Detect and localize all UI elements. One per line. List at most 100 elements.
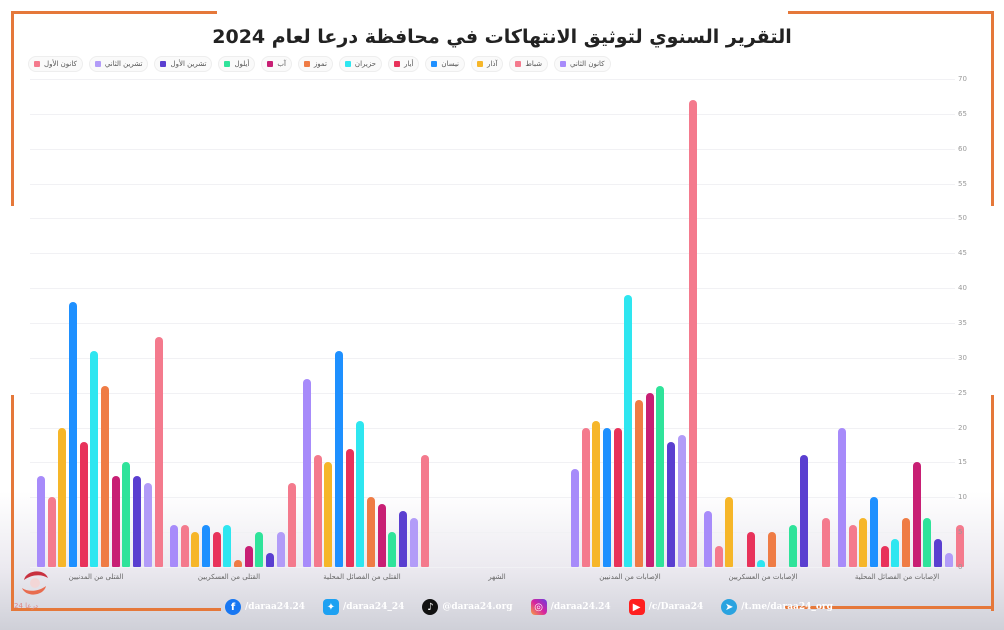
legend-item[interactable]: كانون الأول [28,56,83,72]
bar[interactable] [656,385,665,567]
bar[interactable] [934,539,943,567]
bar[interactable] [143,483,152,567]
legend-item[interactable]: آب [261,56,292,72]
bar[interactable] [923,518,932,567]
bar[interactable] [79,441,88,567]
legend-item[interactable]: حزيران [338,56,383,72]
bar[interactable] [821,518,830,567]
legend-label: تموز [313,60,327,68]
y-tick-label: 25 [958,388,967,397]
bar[interactable] [58,427,67,567]
bar[interactable] [880,546,889,567]
y-tick-label: 35 [958,319,967,327]
legend-item[interactable]: شباط [509,56,548,72]
y-tick-label: 45 [958,249,967,258]
bar[interactable] [334,350,343,567]
bar[interactable] [169,525,178,567]
bar[interactable] [180,525,189,567]
legend-label: تشرين الثاني [104,60,143,68]
bar[interactable] [367,497,375,567]
legend-swatch [267,61,274,67]
legend-item[interactable]: آذار [471,56,504,72]
legend-item[interactable]: أيلول [218,56,256,72]
bar[interactable] [800,455,809,567]
instagram-link[interactable]: ◎ /daraa24.24 [530,599,611,615]
twitter-link[interactable]: ✦ /daraa24_24 [323,599,404,615]
bar[interactable] [377,504,386,567]
bar[interactable] [912,462,921,567]
bar[interactable] [667,441,676,567]
y-tick-label: 40 [958,284,967,293]
bar[interactable] [725,497,734,567]
facebook-link[interactable]: f /daraa24.24 [225,599,305,615]
bar[interactable] [356,420,365,567]
bar[interactable] [266,553,275,567]
bar[interactable] [848,525,857,567]
bar[interactable] [891,539,900,567]
bar[interactable] [223,525,232,567]
tiktok-link[interactable]: ♪ @daraa24.org [422,599,513,615]
gridline [30,288,955,290]
bar[interactable] [36,476,45,567]
bar[interactable] [90,350,99,567]
bar[interactable] [869,497,878,567]
bar[interactable] [714,546,723,567]
youtube-link[interactable]: ▶ /c/Daraa24 [628,599,703,615]
bar[interactable] [324,462,333,567]
bar[interactable] [345,448,354,567]
bar[interactable] [212,532,221,567]
legend-label: كانون الأول [44,60,77,68]
bar[interactable] [570,469,579,567]
bar[interactable] [47,497,56,567]
bar[interactable] [255,532,264,567]
bar[interactable] [955,525,964,567]
bar[interactable] [388,532,397,567]
legend-item[interactable]: أيار [388,56,420,72]
bar[interactable] [703,511,712,567]
bar[interactable] [746,532,755,567]
legend-item[interactable]: تشرين الثاني [88,56,149,72]
legend-item[interactable]: نيسان [425,56,466,72]
bar[interactable] [409,518,418,567]
bar[interactable] [302,378,311,567]
bar[interactable] [592,420,601,567]
bar[interactable] [677,434,686,567]
legend-label: آذار [487,60,498,68]
bar[interactable] [101,385,109,567]
bar[interactable] [420,455,429,567]
bar[interactable] [613,427,622,567]
legend-item[interactable]: تموز [297,56,333,72]
legend-swatch [560,61,566,67]
bar[interactable] [944,553,953,567]
legend-item[interactable]: تشرين الأول [154,56,213,72]
telegram-link[interactable]: ➤ /t.me/daraa24_org [721,599,833,615]
bar[interactable] [234,560,242,567]
bar[interactable] [68,302,77,567]
bar[interactable] [191,532,200,567]
bar[interactable] [757,560,766,567]
bar[interactable] [201,525,210,567]
bar[interactable] [645,392,654,567]
bar[interactable] [133,476,142,567]
bar[interactable] [122,462,131,567]
bar[interactable] [635,399,643,567]
bar[interactable] [624,295,633,567]
bar[interactable] [837,427,846,567]
bar[interactable] [154,336,163,567]
y-tick-label: 0 [958,563,963,571]
bar[interactable] [399,511,408,567]
legend-item[interactable]: كانون الثاني [554,56,611,72]
bar[interactable] [287,483,296,567]
bar[interactable] [244,546,253,567]
bar[interactable] [111,476,120,567]
bar[interactable] [902,518,910,567]
bar[interactable] [789,525,798,567]
bar[interactable] [688,99,697,567]
bar[interactable] [276,532,285,567]
bar[interactable] [768,532,776,567]
bar[interactable] [602,427,611,567]
bar[interactable] [313,455,322,567]
bar[interactable] [581,427,590,567]
bar[interactable] [859,518,868,567]
legend-label: أيلول [234,60,250,68]
